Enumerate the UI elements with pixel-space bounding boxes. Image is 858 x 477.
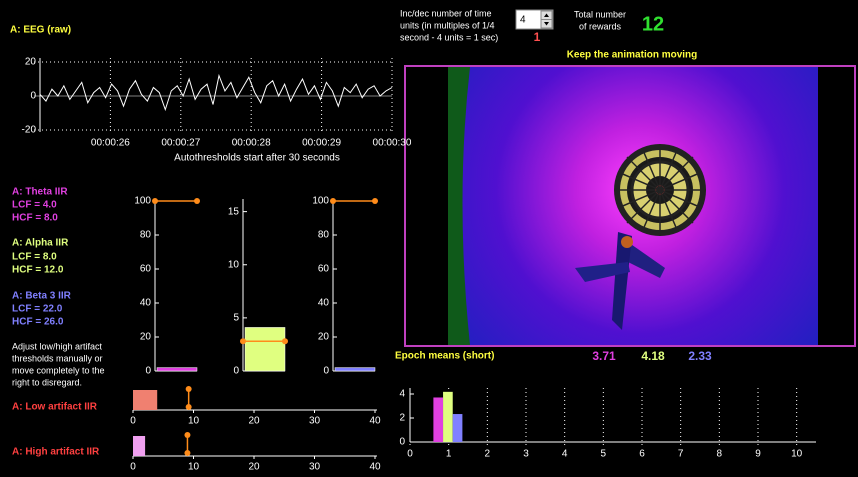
y-tick-label: 2: [399, 413, 405, 424]
animation: [405, 66, 855, 346]
y-tick-label: 40: [318, 298, 330, 309]
y-tick-label: 0: [233, 366, 239, 377]
x-tick-label: 6: [639, 449, 645, 460]
note-line: Adjust low/high artifact: [12, 341, 103, 351]
x-tick-label: 40: [369, 462, 381, 473]
threshold-handle: [330, 198, 336, 204]
spin-value: 4: [520, 15, 526, 26]
artifact-title: A: Low artifact IIR: [12, 402, 98, 413]
band-title: A: Theta IIR: [12, 187, 68, 198]
x-tick-label: 30: [309, 416, 321, 427]
control-label: second - 4 units = 1 sec): [400, 32, 498, 42]
x-tick-label: 20: [248, 462, 260, 473]
threshold-handle[interactable]: [194, 198, 200, 204]
y-tick-label: 15: [228, 206, 240, 217]
x-tick-label: 7: [678, 449, 684, 460]
bar: [453, 414, 463, 442]
bar: [133, 436, 145, 456]
y-tick-label: 40: [140, 298, 152, 309]
control-label: units (in multiples of 1/4: [400, 20, 495, 30]
y-tick-label: 20: [140, 332, 152, 343]
note-line: thresholds manually or: [12, 353, 103, 363]
bar: [133, 390, 157, 410]
band-lcf: LCF = 4.0: [12, 200, 57, 211]
y-tick-label: 5: [233, 313, 239, 324]
y-tick-label: 100: [134, 196, 151, 207]
control-label: Total number: [574, 9, 626, 19]
x-tick-label: 10: [791, 449, 803, 460]
y-tick-label: 100: [312, 196, 329, 207]
x-tick-label: 00:00:29: [302, 138, 341, 149]
y-tick-label: 4: [399, 389, 405, 400]
band-hcf: HCF = 12.0: [12, 265, 64, 276]
x-tick-label: 40: [369, 416, 381, 427]
panel-title: Epoch means (short): [395, 351, 494, 362]
x-tick-label: 1: [446, 449, 452, 460]
x-tick-label: 8: [717, 449, 723, 460]
caption: Autothresholds start after 30 seconds: [174, 153, 340, 164]
y-tick-label: 80: [140, 230, 152, 241]
note-line: move completely to the: [12, 365, 105, 375]
y-tick-label: 20: [318, 332, 330, 343]
y-tick-label: 0: [399, 437, 405, 448]
x-tick-label: 0: [130, 462, 136, 473]
x-tick-label: 30: [309, 462, 321, 473]
mean-label: 2.33: [688, 349, 712, 363]
y-tick-label: 0: [323, 366, 329, 377]
x-tick-label: 00:00:27: [161, 138, 200, 149]
mean-label: 3.71: [592, 349, 616, 363]
x-tick-label: 00:00:30: [373, 138, 412, 149]
x-tick-label: 10: [188, 462, 200, 473]
x-tick-label: 0: [130, 416, 136, 427]
threshold-handle: [152, 198, 158, 204]
x-tick-label: 10: [188, 416, 200, 427]
y-tick-label: 60: [140, 264, 152, 275]
control-label: of rewards: [579, 21, 622, 31]
x-tick-label: 5: [601, 449, 607, 460]
y-tick-label: 60: [318, 264, 330, 275]
x-tick-label: 00:00:26: [91, 138, 130, 149]
band-title: A: Alpha IIR: [12, 238, 69, 249]
y-tick-label: 80: [318, 230, 330, 241]
band-lcf: LCF = 22.0: [12, 304, 63, 315]
bar: [335, 368, 375, 371]
threshold-handle: [184, 450, 190, 456]
y-tick-label: 10: [228, 259, 240, 270]
band-hcf: HCF = 8.0: [12, 213, 58, 224]
threshold-handle: [240, 338, 246, 344]
threshold-handle[interactable]: [282, 338, 288, 344]
x-tick-label: 20: [248, 416, 260, 427]
control-label: Inc/dec number of time: [400, 8, 492, 18]
threshold-handle[interactable]: [186, 386, 192, 392]
app-window: A: EEG (raw)-2002000:00:2600:00:2700:00:…: [0, 0, 858, 477]
threshold-handle: [186, 404, 192, 410]
x-tick-label: 9: [755, 449, 761, 460]
reward-count: 12: [642, 13, 664, 35]
mean-label: 4.18: [641, 349, 665, 363]
y-tick-label: 0: [145, 366, 151, 377]
x-tick-label: 3: [523, 449, 529, 460]
note-line: right to disregard.: [12, 377, 82, 387]
bar: [157, 368, 197, 371]
secondary-value: 1: [534, 30, 541, 44]
threshold-handle[interactable]: [372, 198, 378, 204]
band-title: A: Beta 3 IIR: [12, 291, 72, 302]
bar: [433, 397, 443, 442]
x-tick-label: 0: [407, 449, 413, 460]
band-hcf: HCF = 26.0: [12, 317, 64, 328]
panel-title: A: EEG (raw): [10, 25, 71, 36]
threshold-handle[interactable]: [184, 432, 190, 438]
band-lcf: LCF = 8.0: [12, 252, 57, 263]
bar: [245, 327, 285, 371]
x-tick-label: 4: [562, 449, 568, 460]
x-tick-label: 00:00:28: [232, 138, 271, 149]
bar: [443, 392, 453, 442]
instruction: Keep the animation moving: [567, 50, 698, 61]
x-tick-label: 2: [485, 449, 491, 460]
artifact-title: A: High artifact IIR: [12, 447, 100, 458]
